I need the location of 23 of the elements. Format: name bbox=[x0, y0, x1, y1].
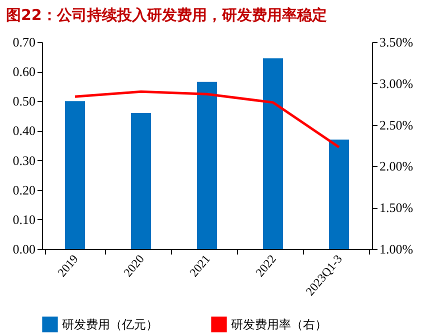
bar bbox=[197, 82, 217, 249]
y2-tick-label: 2.50% bbox=[380, 117, 414, 132]
y-tick-label: 0.60 bbox=[12, 64, 36, 80]
y-tick-label: 0.00 bbox=[12, 242, 36, 256]
legend-label: 研发费用率（右） bbox=[231, 317, 327, 332]
bar bbox=[65, 101, 85, 249]
y2-tick-label: 2.00% bbox=[380, 158, 414, 174]
y2-tick-label: 3.50% bbox=[380, 34, 414, 50]
y-tick-label: 0.70 bbox=[12, 34, 36, 50]
bar bbox=[131, 112, 151, 249]
y-tick-label: 0.40 bbox=[12, 123, 36, 138]
y-tick-label: 0.30 bbox=[12, 152, 36, 168]
bar bbox=[263, 58, 283, 249]
y2-tick-label: 1.50% bbox=[380, 200, 414, 216]
legend-label: 研发费用（亿元） bbox=[62, 317, 158, 332]
y-tick-label: 0.20 bbox=[12, 182, 36, 198]
chart-title: 图22：公司持续投入研发费用，研发费用率稳定 bbox=[5, 5, 328, 26]
line-series bbox=[74, 90, 340, 148]
y-tick-label: 0.50 bbox=[12, 94, 36, 109]
y-tick-label: 0.10 bbox=[12, 212, 36, 227]
y2-tick-label: 3.00% bbox=[380, 76, 414, 91]
y2-tick-label: 1.00% bbox=[380, 242, 414, 256]
bar bbox=[329, 140, 349, 249]
